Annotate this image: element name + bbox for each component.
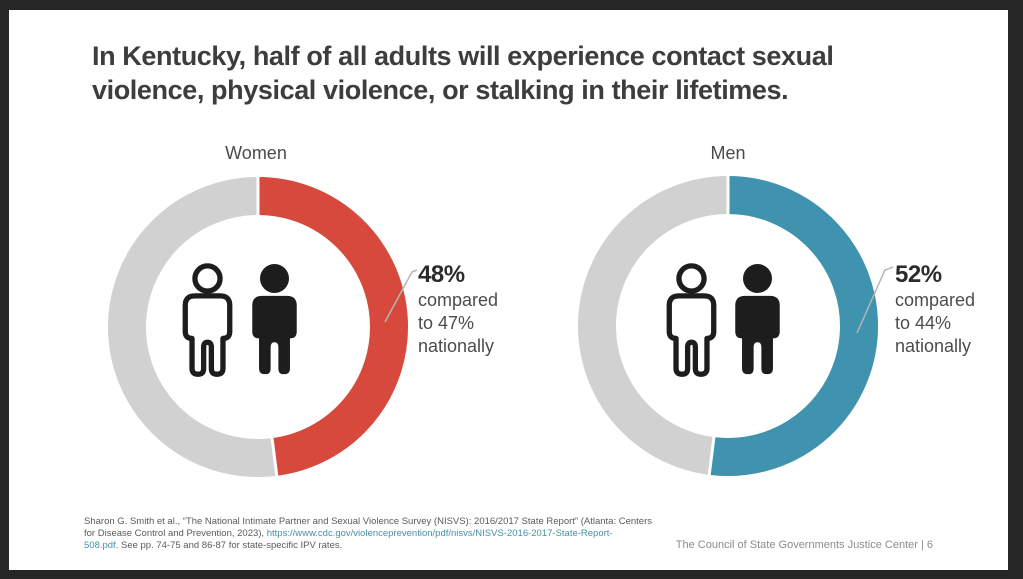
title-line-2: violence, physical violence, or stalking… <box>92 75 789 105</box>
callout-subtext-women: compared to 47% nationally <box>418 290 499 356</box>
slide-title: In Kentucky, half of all adults will exp… <box>92 39 834 107</box>
donut-chart-women <box>108 171 408 482</box>
citation-line-3: 508.pdf. See pp. 74-75 and 86-87 for sta… <box>84 539 343 551</box>
donut-ring-value-segment <box>709 176 878 476</box>
citation-line-2: for Disease Control and Prevention, 2023… <box>84 527 613 539</box>
slide: In Kentucky, half of all adults will exp… <box>9 10 1008 570</box>
citation-line-1: Sharon G. Smith et al., “The National In… <box>84 516 653 527</box>
callout-value-men: 52% <box>895 261 942 288</box>
person-outline-icon <box>182 263 233 377</box>
person-outline-icon <box>666 263 717 377</box>
citation-url-link[interactable]: 508.pdf <box>84 539 116 551</box>
callout-subtext-men: compared to 44% nationally <box>895 290 976 356</box>
citation-url-link[interactable]: https://www.cdc.gov/violenceprevention/p… <box>266 527 613 539</box>
callout-men: 52% compared to 44% nationally <box>895 261 1023 358</box>
title-line-1: In Kentucky, half of all adults will exp… <box>92 41 834 71</box>
segment-divider <box>706 430 717 481</box>
donut-ring-value-segment <box>257 177 408 476</box>
footer-branding-page-number: The Council of State Governments Justice… <box>675 539 933 551</box>
segment-divider <box>269 431 280 482</box>
chart-label-women: Women <box>225 143 287 163</box>
callout-women: 48% compared to 47% nationally <box>418 261 548 358</box>
person-solid-icon <box>735 263 780 375</box>
donut-chart-men <box>578 170 878 481</box>
source-citation: Sharon G. Smith et al., “The National In… <box>84 516 652 551</box>
callout-leader-line <box>856 266 894 334</box>
chart-label-men: Men <box>710 143 746 163</box>
callout-leader-line <box>384 269 418 323</box>
person-solid-icon <box>252 263 297 375</box>
callout-value-women: 48% <box>418 261 465 288</box>
